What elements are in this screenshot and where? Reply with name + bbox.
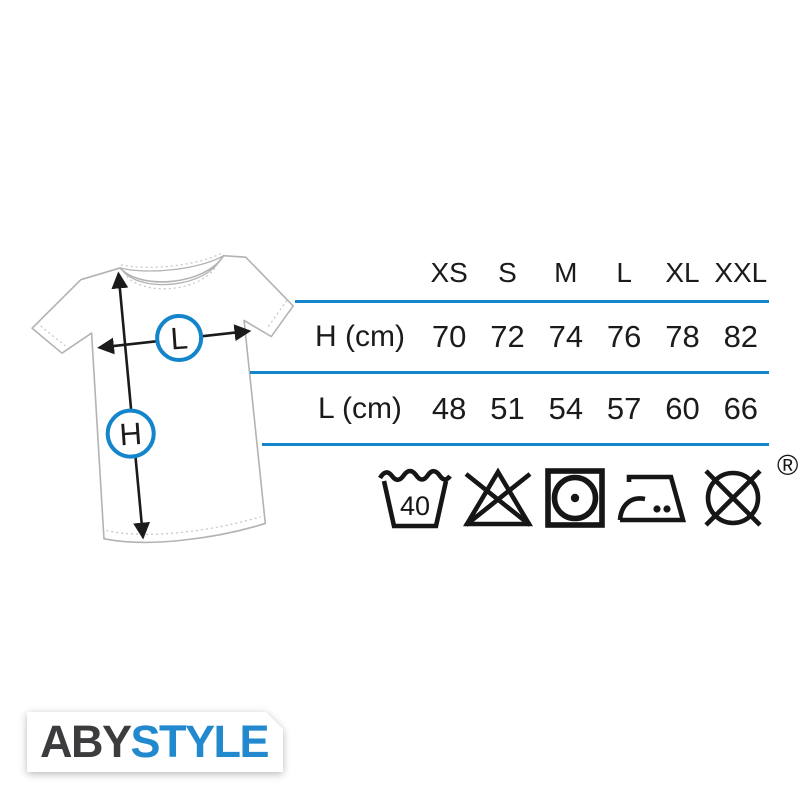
- row-label: H (cm): [315, 320, 405, 353]
- tshirt-right-sleeve-stitch: [266, 300, 288, 330]
- size-column-header: L: [616, 256, 632, 288]
- tshirt-back-collar-stitch: [120, 252, 223, 268]
- length-value-cell: 66: [723, 390, 759, 426]
- height-value-cell: 76: [606, 319, 642, 354]
- length-value-cell: 57: [606, 390, 642, 426]
- table-divider-line: [295, 300, 769, 303]
- do-not-bleach-icon: [463, 467, 533, 527]
- tshirt-left-sleeve-stitch: [36, 322, 66, 347]
- logo-card: ABY STYLE: [27, 712, 283, 772]
- size-column-header: M: [554, 256, 578, 288]
- height-arrow: [111, 271, 151, 540]
- tumble-dry-icon: [545, 468, 605, 528]
- size-column-header: S: [498, 256, 517, 288]
- length-circle: [155, 313, 204, 362]
- tshirt-outline: [31, 254, 294, 544]
- care-symbols-row: 40 ®: [378, 452, 798, 540]
- height-circle: [105, 408, 156, 459]
- height-value-cell: 78: [665, 319, 700, 354]
- do-not-dry-clean-icon: [704, 469, 762, 527]
- length-label: L: [169, 320, 189, 356]
- height-label: H: [118, 416, 143, 452]
- height-value-cell: 72: [490, 319, 525, 354]
- row-label: L (cm): [318, 391, 402, 425]
- length-value-cell: 51: [490, 390, 525, 426]
- size-column-header: XL: [665, 256, 700, 288]
- height-value-cell: 70: [431, 319, 467, 354]
- height-value-cell: 74: [548, 319, 584, 354]
- tshirt-back-collar: [119, 255, 224, 272]
- tshirt-collar-stitch: [126, 262, 219, 290]
- machine-wash-40-icon: 40: [378, 468, 452, 529]
- iron-icon: [617, 474, 687, 523]
- wash-temperature: 40: [400, 491, 430, 521]
- size-column-header: XXL: [714, 256, 768, 288]
- length-value-cell: 48: [431, 390, 467, 426]
- table-divider-line: [262, 443, 769, 446]
- length-row: L (cm) 48 51 54 57 60 66: [300, 374, 770, 443]
- length-value-cell: 54: [548, 390, 584, 426]
- registered-trademark: ®: [777, 450, 799, 482]
- logo-text-style: STYLE: [130, 716, 269, 767]
- logo-text-aby: ABY: [40, 716, 131, 767]
- size-table-header-row: XS S M L XL XXL: [300, 245, 770, 300]
- table-divider-line: [250, 371, 769, 374]
- abystyle-logo: ABY STYLE: [27, 712, 283, 772]
- size-column-header: XS: [430, 256, 468, 288]
- height-value-cell: 82: [723, 319, 759, 354]
- length-value-cell: 60: [665, 390, 700, 426]
- tshirt-diagram: L H: [31, 252, 294, 544]
- height-row: H (cm) 70 72 74 76 78 82: [300, 303, 770, 371]
